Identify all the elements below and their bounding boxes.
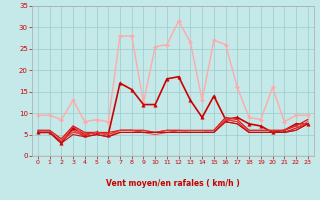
X-axis label: Vent moyen/en rafales ( km/h ): Vent moyen/en rafales ( km/h )	[106, 179, 240, 188]
